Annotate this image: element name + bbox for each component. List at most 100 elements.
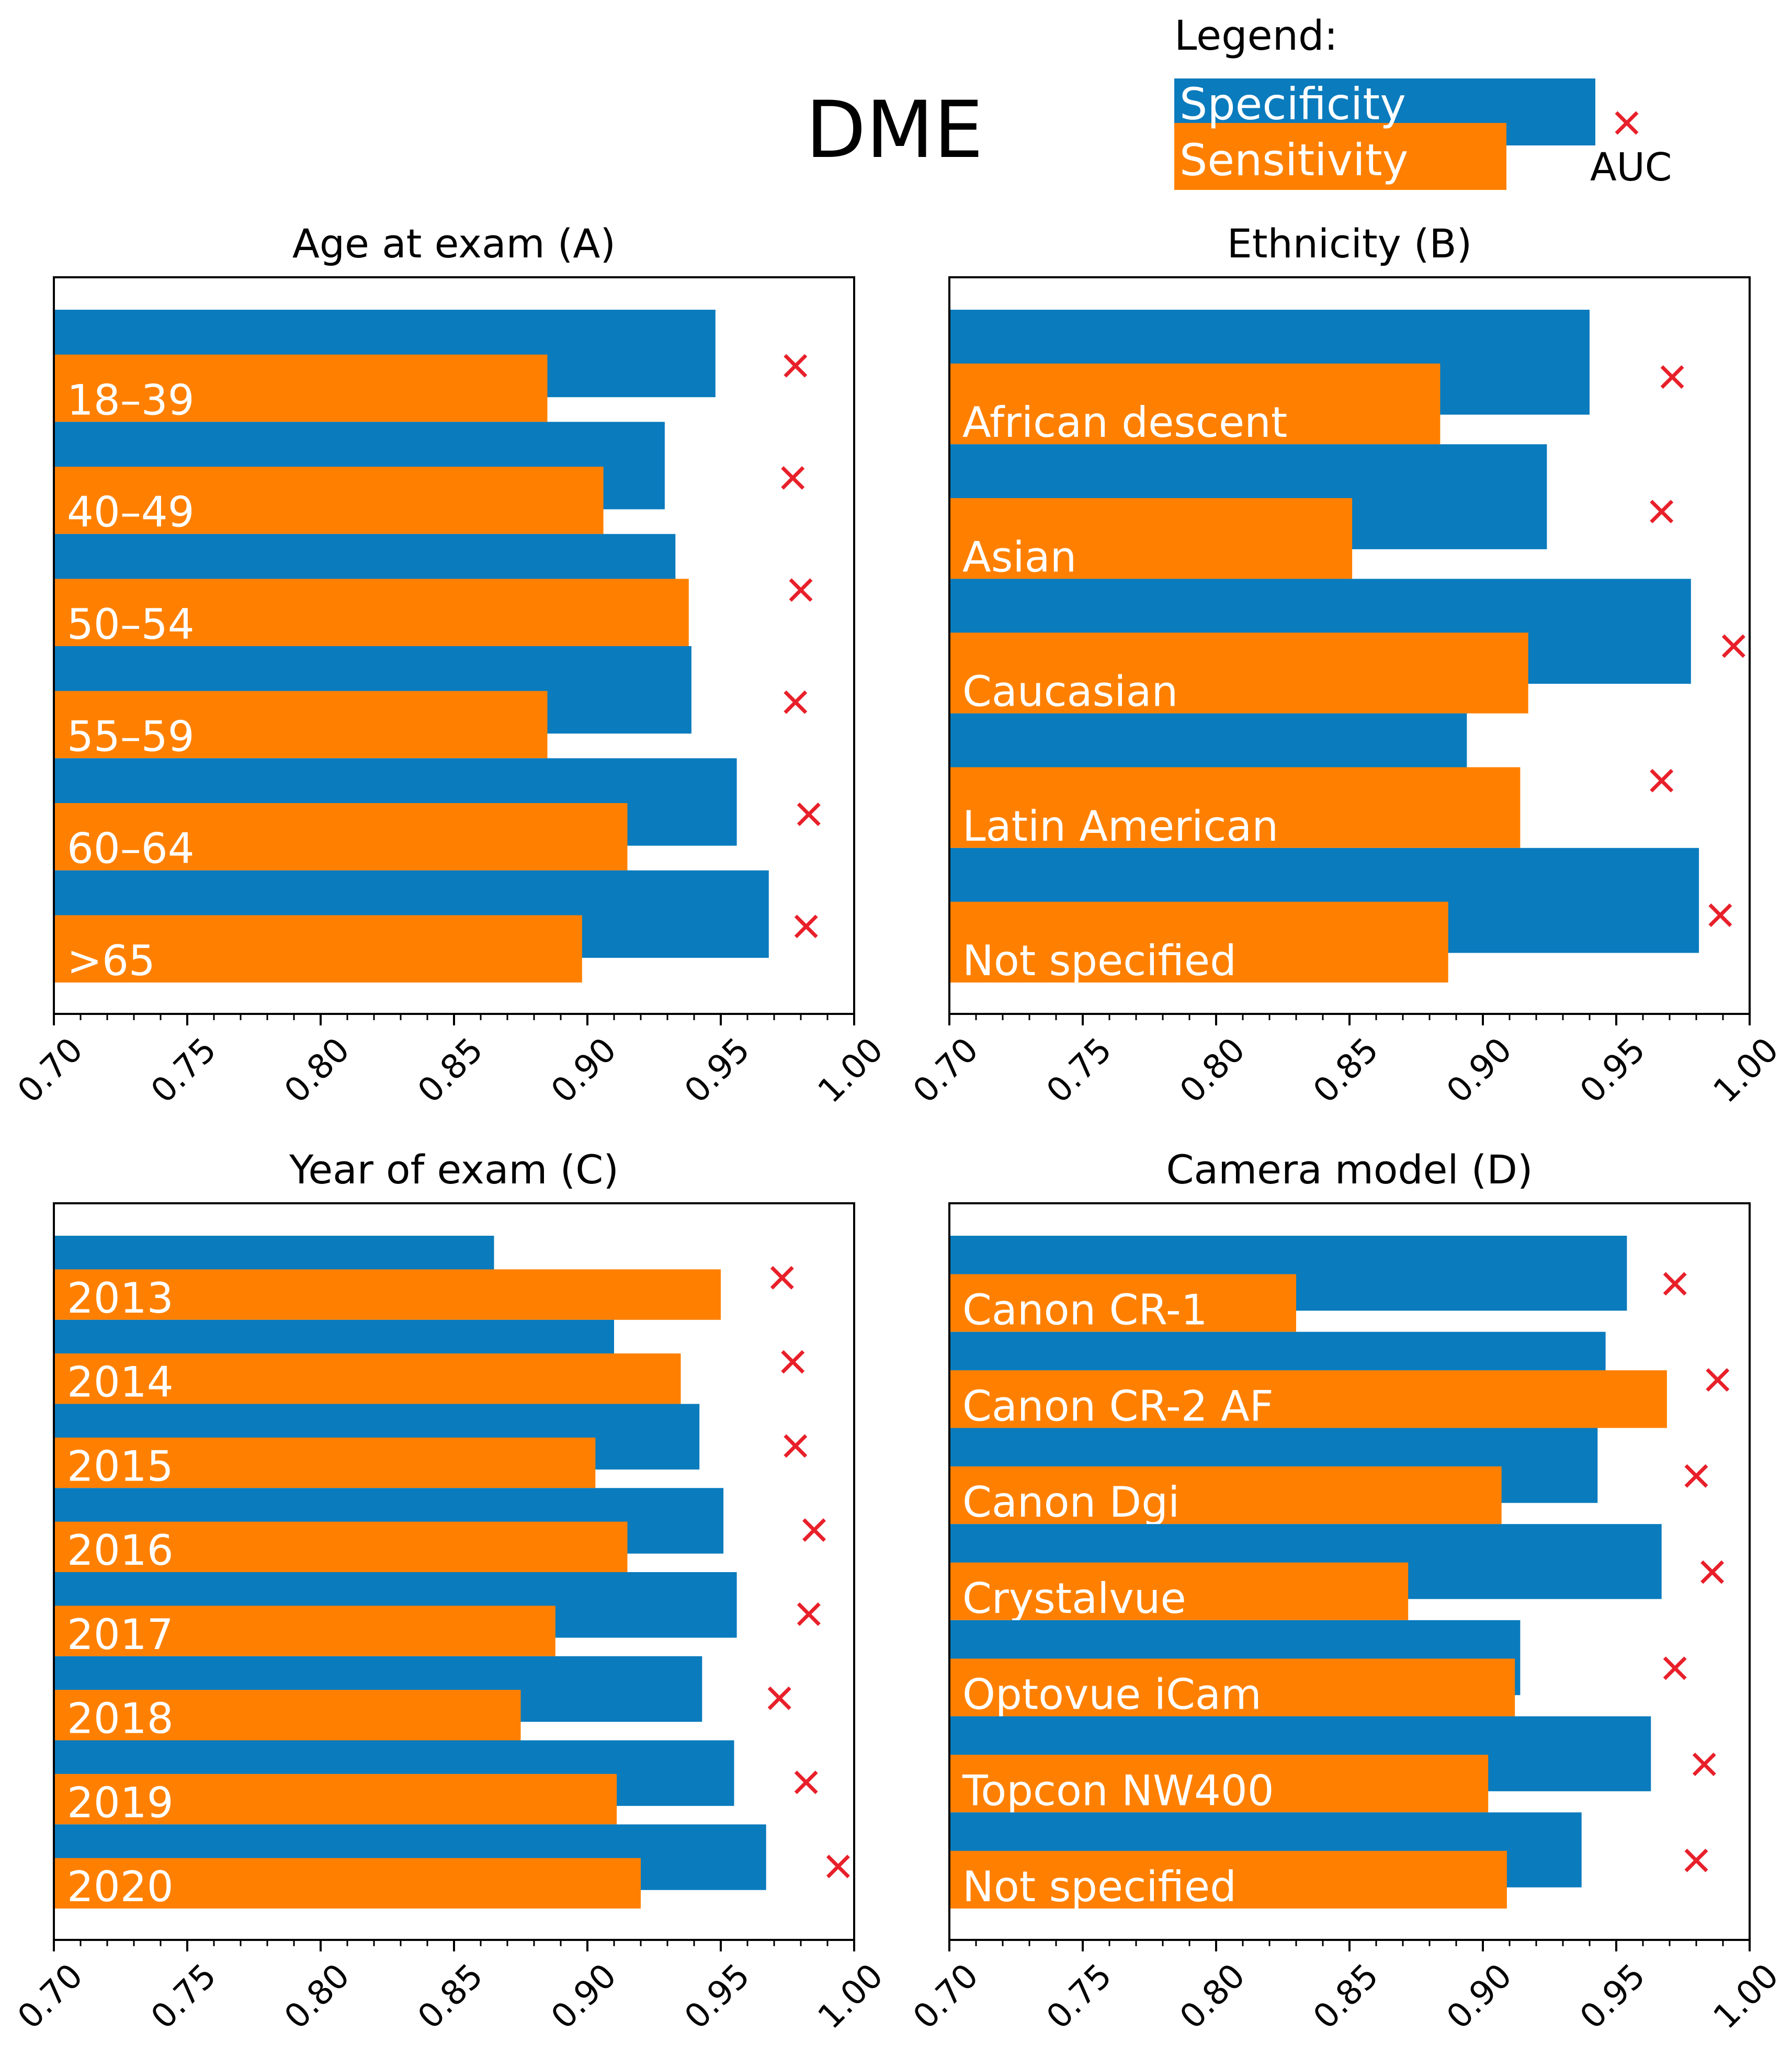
auc-cross-stroke <box>1684 1464 1708 1488</box>
auc-cross-stroke <box>794 1770 818 1794</box>
x-tick-label: 1.00 <box>811 1031 891 1111</box>
x-tick-label: 0.90 <box>544 1957 624 2037</box>
sensitivity-bar <box>54 1858 641 1909</box>
category-label: Caucasian <box>962 668 1178 716</box>
auc-marker <box>794 914 818 939</box>
auc-marker <box>784 354 808 378</box>
category-label: 2014 <box>67 1358 174 1407</box>
legend-sensitivity-label: Sensitivity <box>1179 134 1408 186</box>
auc-marker <box>1706 1368 1730 1392</box>
auc-marker <box>789 578 813 602</box>
category-label: 40–49 <box>67 488 195 537</box>
auc-marker <box>770 1266 794 1290</box>
auc-cross-stroke <box>1721 634 1745 658</box>
category-label: Not specified <box>962 936 1237 985</box>
sensitivity-bar <box>949 1658 1515 1717</box>
x-tick-label: 0.95 <box>677 1031 757 1111</box>
legend-auc-marker <box>1615 111 1639 135</box>
legend-specificity-label: Specificity <box>1179 78 1406 130</box>
auc-cross-stroke <box>1663 1656 1687 1680</box>
sensitivity-bar <box>949 633 1528 714</box>
category-label: 2019 <box>67 1778 174 1827</box>
sensitivity-bar <box>949 363 1441 445</box>
auc-marker <box>1650 769 1674 793</box>
auc-cross-stroke <box>1660 365 1684 389</box>
sensitivity-bar <box>54 1606 555 1656</box>
x-tick-label: 0.85 <box>1306 1957 1386 2037</box>
auc-cross-stroke <box>1650 500 1674 524</box>
x-tick-label: 0.80 <box>1173 1031 1253 1111</box>
x-tick-label: 1.00 <box>1706 1031 1786 1111</box>
category-label: >65 <box>67 936 155 985</box>
x-tick-label: 0.85 <box>411 1957 491 2037</box>
x-tick-label: 1.00 <box>1706 1957 1786 2037</box>
sensitivity-bar <box>54 1690 521 1741</box>
sensitivity-bar <box>949 767 1521 848</box>
category-label: Asian <box>962 533 1076 581</box>
sensitivity-bar <box>54 579 689 646</box>
category-label: Canon CR-1 <box>962 1286 1208 1335</box>
panel-1: Age at exam (A) 18–39 40–49 50–54 55–59 60–64… <box>10 220 891 1111</box>
category-label: Not specified <box>962 1862 1237 1911</box>
auc-cross-stroke <box>1615 111 1639 135</box>
category-label: 60–64 <box>67 825 195 873</box>
auc-cross-stroke <box>1663 1272 1687 1296</box>
category-label: 2016 <box>67 1526 174 1575</box>
auc-marker <box>1663 1656 1687 1680</box>
category-label: 2018 <box>67 1695 174 1743</box>
auc-cross-stroke <box>1708 903 1732 927</box>
sensitivity-bar <box>54 1269 721 1320</box>
auc-marker <box>1692 1752 1716 1776</box>
sensitivity-bar <box>949 1850 1507 1909</box>
auc-cross-stroke <box>781 1350 805 1374</box>
panel-title: Ethnicity (B) <box>1227 220 1472 267</box>
auc-cross-stroke <box>1684 1848 1708 1872</box>
x-tick-label: 0.95 <box>1573 1031 1653 1111</box>
panel-title: Camera model (D) <box>1166 1146 1533 1193</box>
figure-title: DME <box>806 85 983 176</box>
x-tick-label: 1.00 <box>811 1957 891 2037</box>
auc-cross-stroke <box>784 690 808 714</box>
x-tick-label: 0.85 <box>1306 1031 1386 1111</box>
sensitivity-bar <box>54 1521 628 1572</box>
x-tick-label: 0.70 <box>906 1031 986 1111</box>
auc-cross-stroke <box>802 1518 826 1542</box>
x-tick-label: 0.80 <box>277 1957 357 2037</box>
legend-auc-cross <box>1615 111 1639 135</box>
category-label: Canon CR-2 AF <box>962 1382 1274 1430</box>
auc-cross-stroke <box>1706 1368 1730 1392</box>
category-label: 18–39 <box>67 376 195 424</box>
category-label: Latin American <box>962 802 1278 851</box>
auc-marker <box>1660 365 1684 389</box>
auc-marker <box>784 690 808 714</box>
legend-sensitivity-swatch <box>1174 123 1506 190</box>
x-tick-label: 0.95 <box>677 1957 757 2037</box>
panel-4: Camera model (D) Canon CR-1 Canon CR-2 AF C… <box>906 1146 1786 2037</box>
auc-cross-stroke <box>1650 769 1674 793</box>
category-label: 2017 <box>67 1610 174 1659</box>
auc-marker <box>1684 1848 1708 1872</box>
sensitivity-bar <box>54 691 548 759</box>
auc-cross-stroke <box>770 1266 794 1290</box>
auc-marker <box>794 1770 818 1794</box>
auc-cross-stroke <box>794 914 818 939</box>
sensitivity-bar <box>949 1274 1296 1332</box>
legend-auc-label: AUC <box>1590 145 1672 190</box>
auc-marker <box>781 466 805 490</box>
auc-marker <box>826 1855 850 1879</box>
auc-cross-stroke <box>1700 1560 1725 1584</box>
sensitivity-bar <box>949 498 1353 579</box>
auc-marker <box>767 1686 791 1710</box>
sensitivity-bar <box>949 1562 1409 1620</box>
auc-cross-stroke <box>797 1602 821 1626</box>
sensitivity-bar <box>54 467 604 534</box>
legend-title: Legend: <box>1174 13 1338 60</box>
auc-cross-stroke <box>826 1855 850 1879</box>
category-label: 2020 <box>67 1862 174 1911</box>
category-label: Optovue iCam <box>962 1670 1262 1719</box>
sensitivity-bar <box>949 1466 1502 1525</box>
x-tick-label: 0.80 <box>277 1031 357 1111</box>
x-tick-label: 0.70 <box>10 1031 90 1111</box>
x-tick-label: 0.90 <box>1439 1957 1519 2037</box>
